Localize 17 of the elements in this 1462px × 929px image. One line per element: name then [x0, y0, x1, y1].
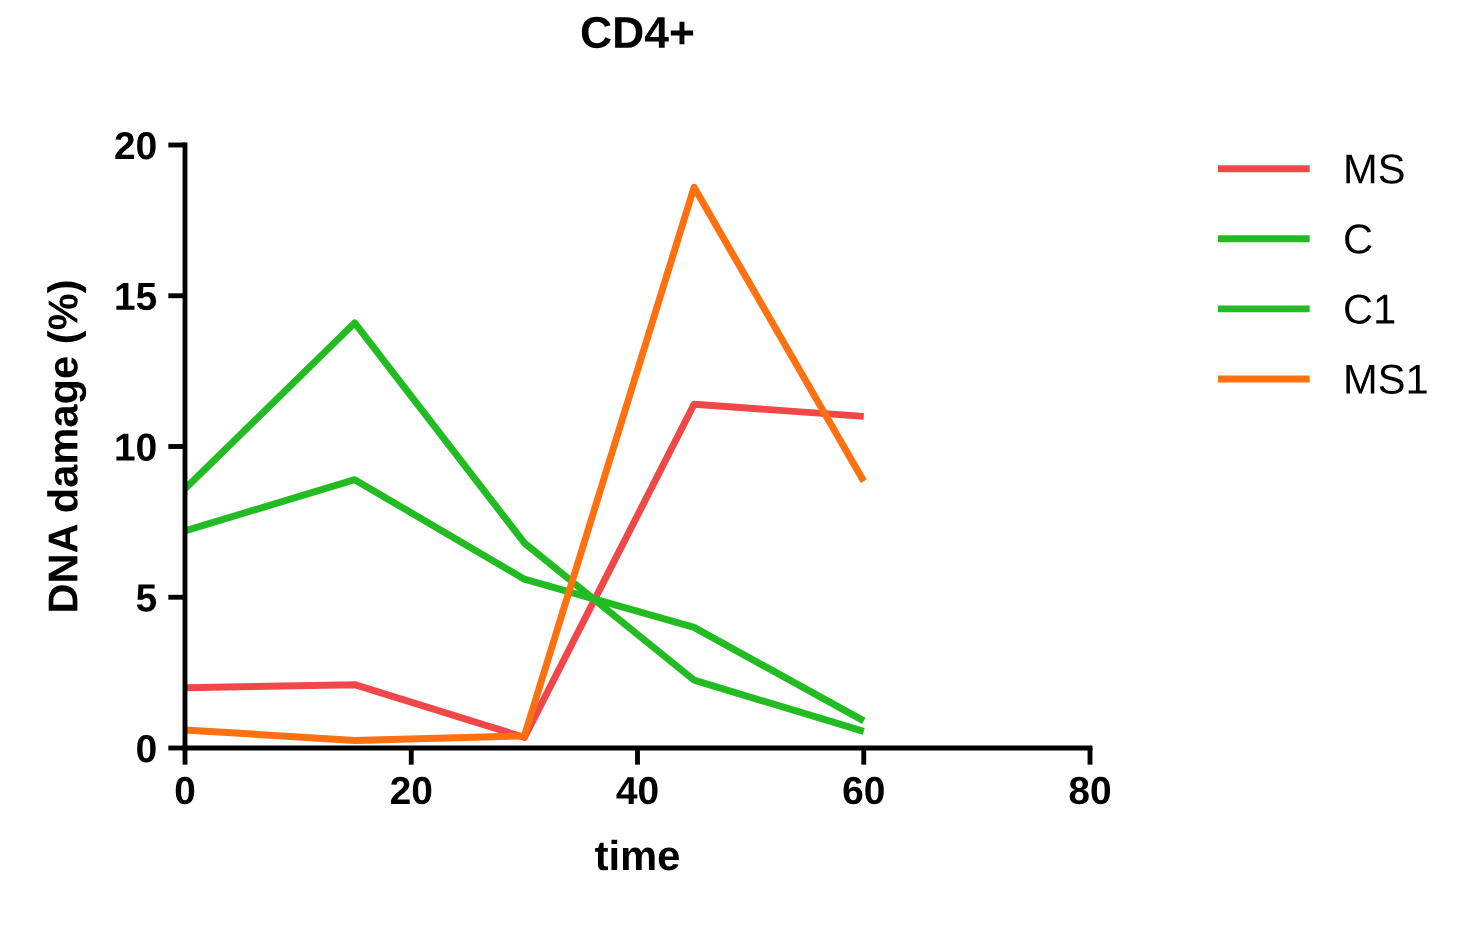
chart-title: CD4+ — [581, 16, 694, 49]
y-tick-label: 20 — [115, 131, 156, 160]
y-tick-label: 15 — [116, 283, 157, 311]
y-tick-label: 5 — [136, 584, 157, 612]
x-axis-title: time — [595, 839, 679, 871]
legend-label: C — [1345, 224, 1372, 254]
legend-label: MS1 — [1346, 364, 1427, 394]
x-tick-label: 0 — [175, 776, 195, 805]
x-tick-label: 80 — [1069, 776, 1111, 805]
x-tick-label: 20 — [390, 776, 432, 805]
legend-label: C1 — [1345, 294, 1395, 324]
x-tick-label: 40 — [616, 776, 658, 805]
x-tick-label: 60 — [843, 776, 884, 805]
y-axis-title: DNA damage (%) — [47, 281, 87, 611]
y-tick-label: 10 — [116, 433, 156, 461]
y-tick-label: 0 — [137, 734, 156, 763]
legend-label: MS — [1346, 154, 1404, 184]
